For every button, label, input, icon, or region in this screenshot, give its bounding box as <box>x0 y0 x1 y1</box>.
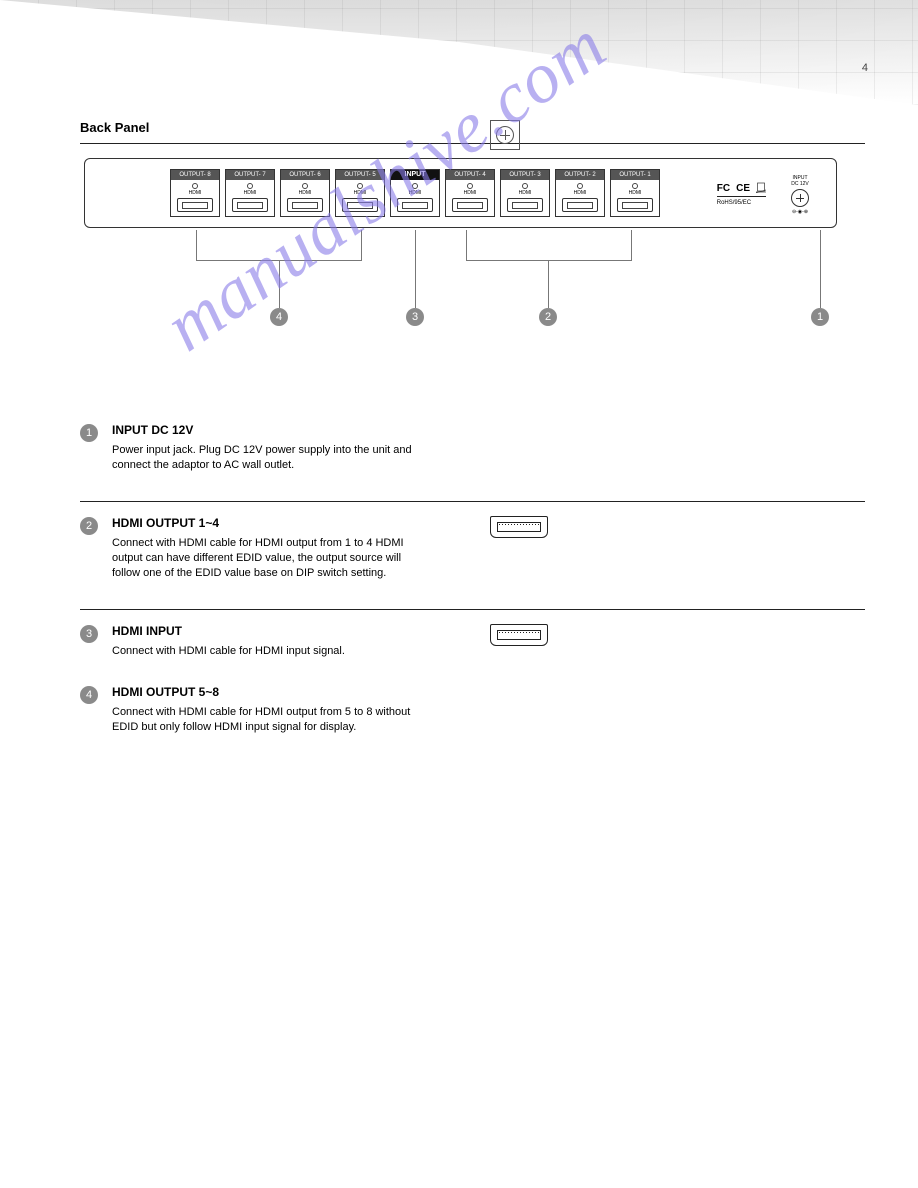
certification-block: FC CE RoHS/95/EC <box>717 181 766 208</box>
port-led-icon <box>302 183 308 189</box>
port-output-6: OUTPUT- 6 HDMI <box>280 169 330 217</box>
block-desc: Power input jack. Plug DC 12V power supp… <box>112 443 432 473</box>
description-block-3: 3 HDMI INPUT Connect with HDMI cable for… <box>80 624 865 659</box>
page-number: 4 <box>862 62 868 74</box>
port-led-icon <box>467 183 473 189</box>
page-header-grid <box>0 0 918 105</box>
port-output-1: OUTPUT- 1 HDMI <box>610 169 660 217</box>
port-led-icon <box>357 183 363 189</box>
hdmi-connector-icon <box>397 198 433 212</box>
block-title: HDMI OUTPUT 1~4 <box>112 516 432 530</box>
block-desc: Connect with HDMI cable for HDMI output … <box>112 705 432 735</box>
port-led-icon <box>577 183 583 189</box>
port-hdmi-text: HDMI <box>519 190 532 196</box>
block-badge: 3 <box>80 625 98 643</box>
port-label: OUTPUT- 7 <box>226 170 274 180</box>
port-hdmi-text: HDMI <box>299 190 312 196</box>
hdmi-connector-icon <box>452 198 488 212</box>
hdmi-connector-icon <box>287 198 323 212</box>
port-input: INPUT HDMI <box>390 169 440 217</box>
hdmi-connector-icon <box>232 198 268 212</box>
rohs-text: RoHS/95/EC <box>717 196 766 208</box>
rear-panel-figure: OUTPUT- 8 HDMI OUTPUT- 7 HDMI OUTPUT- 6 … <box>80 158 865 423</box>
dc-jack: INPUT DC 12V ⊖-◉-⊕ <box>782 175 818 215</box>
port-hdmi-text: HDMI <box>354 190 367 196</box>
block-desc: Connect with HDMI cable for HDMI input s… <box>112 644 345 659</box>
port-led-icon <box>192 183 198 189</box>
callout-badge-4: 4 <box>270 308 288 326</box>
port-led-icon <box>247 183 253 189</box>
callout-badge-2: 2 <box>539 308 557 326</box>
block-title: INPUT DC 12V <box>112 423 432 437</box>
callout-line <box>631 230 632 260</box>
callout-badge-3: 3 <box>406 308 424 326</box>
page-content: Back Panel OUTPUT- 8 HDMI OUTPUT- 7 HDMI <box>80 120 865 735</box>
block-desc: Connect with HDMI cable for HDMI output … <box>112 536 432 581</box>
port-led-icon <box>412 183 418 189</box>
port-label: OUTPUT- 2 <box>556 170 604 180</box>
port-output-4: OUTPUT- 4 HDMI <box>445 169 495 217</box>
device-chassis: OUTPUT- 8 HDMI OUTPUT- 7 HDMI OUTPUT- 6 … <box>84 158 837 228</box>
section-title: Back Panel <box>80 120 865 135</box>
port-output-8: OUTPUT- 8 HDMI <box>170 169 220 217</box>
port-led-icon <box>632 183 638 189</box>
callout-line <box>415 230 416 308</box>
port-label: OUTPUT- 1 <box>611 170 659 180</box>
hdmi-connector-icon <box>177 198 213 212</box>
hdmi-port-large-icon <box>490 516 548 538</box>
port-output-7: OUTPUT- 7 HDMI <box>225 169 275 217</box>
fcc-icon: FC <box>717 184 730 194</box>
callout-line <box>548 260 549 308</box>
hdmi-connector-icon <box>562 198 598 212</box>
dc-label-bot: ⊖-◉-⊕ <box>782 209 818 215</box>
port-label: INPUT <box>391 170 439 180</box>
ce-icon: CE <box>736 184 750 194</box>
section-rule <box>80 609 865 610</box>
block-badge: 2 <box>80 517 98 535</box>
block-title: HDMI INPUT <box>112 624 345 638</box>
port-label: OUTPUT- 8 <box>171 170 219 180</box>
port-label: OUTPUT- 4 <box>446 170 494 180</box>
port-hdmi-text: HDMI <box>244 190 257 196</box>
hdmi-connector-icon <box>507 198 543 212</box>
port-output-3: OUTPUT- 3 HDMI <box>500 169 550 217</box>
callout-badge-1: 1 <box>811 308 829 326</box>
port-output-5: OUTPUT- 5 HDMI <box>335 169 385 217</box>
callout-line <box>820 230 821 308</box>
port-hdmi-text: HDMI <box>409 190 422 196</box>
port-label: OUTPUT- 5 <box>336 170 384 180</box>
port-hdmi-text: HDMI <box>629 190 642 196</box>
callout-line <box>361 230 362 260</box>
block-title: HDMI OUTPUT 5~8 <box>112 685 432 699</box>
description-block-2: 2 HDMI OUTPUT 1~4 Connect with HDMI cabl… <box>80 516 865 581</box>
dc-jack-large-icon <box>490 120 520 150</box>
trash-icon <box>756 181 766 196</box>
dc-jack-icon <box>791 189 809 207</box>
callout-line <box>196 230 197 260</box>
hdmi-connector-icon <box>342 198 378 212</box>
port-hdmi-text: HDMI <box>574 190 587 196</box>
port-output-2: OUTPUT- 2 HDMI <box>555 169 605 217</box>
description-block-4: 4 HDMI OUTPUT 5~8 Connect with HDMI cabl… <box>80 685 865 735</box>
callout-line <box>466 260 632 261</box>
port-row: OUTPUT- 8 HDMI OUTPUT- 7 HDMI OUTPUT- 6 … <box>170 169 660 217</box>
callout-line <box>279 260 280 308</box>
hdmi-port-large-icon <box>490 624 548 646</box>
port-label: OUTPUT- 6 <box>281 170 329 180</box>
block-badge: 1 <box>80 424 98 442</box>
description-block-1: 1 INPUT DC 12V Power input jack. Plug DC… <box>80 423 865 473</box>
port-hdmi-text: HDMI <box>189 190 202 196</box>
callout-line <box>466 230 467 260</box>
port-label: OUTPUT- 3 <box>501 170 549 180</box>
port-hdmi-text: HDMI <box>464 190 477 196</box>
port-led-icon <box>522 183 528 189</box>
dc-label-mid: DC 12V <box>782 181 818 187</box>
hdmi-connector-icon <box>617 198 653 212</box>
section-rule <box>80 501 865 502</box>
section-rule <box>80 143 865 144</box>
block-badge: 4 <box>80 686 98 704</box>
